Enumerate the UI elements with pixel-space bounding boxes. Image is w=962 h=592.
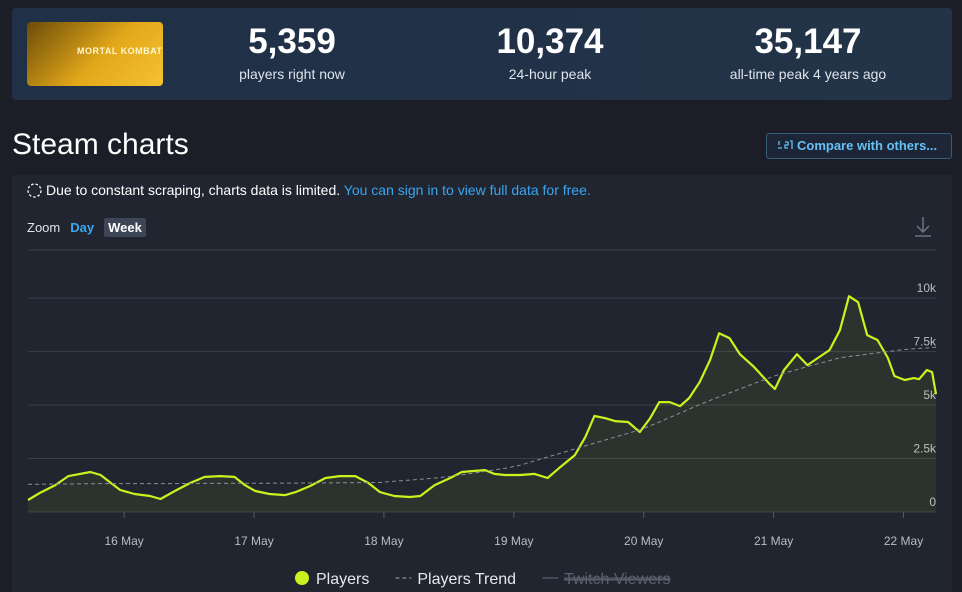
section-title: Steam charts (12, 128, 189, 161)
y-tick-label: 5k (923, 388, 937, 402)
y-tick-label: 10k (917, 281, 937, 295)
zoom-option[interactable]: Day (70, 220, 95, 235)
series-line (27, 295, 938, 501)
x-tick-label: 20 May (624, 534, 663, 548)
x-tick-label: 22 May (884, 534, 923, 548)
stat-value: 10,374 (496, 22, 604, 61)
zoom-label: Zoom (27, 220, 61, 235)
y-tick-label: 0 (929, 495, 936, 509)
sign-in-link[interactable]: You can sign in to view full data for fr… (343, 182, 591, 198)
legend-label: Players Trend (417, 571, 516, 588)
x-tick-label: 19 May (494, 534, 533, 548)
compare-label: Compare with others... (797, 138, 938, 153)
x-tick-label: 16 May (104, 534, 143, 548)
x-tick-label: 18 May (364, 534, 403, 548)
area (28, 296, 936, 512)
y-tick-label: 2.5k (913, 442, 937, 456)
download-icon[interactable] (915, 217, 931, 237)
y-tick-label: 7.5k (913, 335, 937, 349)
stat-label: all-time peak 4 years ago (729, 66, 887, 82)
stat: 10,374 24-hour peak (430, 22, 670, 82)
legend-item[interactable]: Players (295, 571, 369, 588)
x-tick-label: 21 May (754, 534, 793, 548)
notice-text: Due to constant scraping, charts data is… (46, 182, 341, 198)
stat-value: 5,359 (248, 22, 336, 61)
legend-item[interactable]: Twitch Viewers (542, 571, 671, 588)
stat-label: players right now (239, 66, 345, 82)
notice-icon (27, 183, 42, 198)
stat: 35,147 all-time peak 4 years ago (688, 22, 928, 82)
notice: Due to constant scraping, charts data is… (27, 182, 591, 198)
stats-bar: MORTAL KOMBAT 5,359 players right now 10,… (12, 8, 952, 100)
legend-label: Twitch Viewers (564, 571, 670, 588)
trend-line (28, 346, 937, 485)
zoom: Zoom Day Week (27, 218, 146, 237)
chart: 0 2.5k 5k 7.5k 10k 16 May 17 May 18 May 19 May 20… (27, 217, 938, 588)
legend-label: Players (316, 571, 369, 588)
logo-text: MORTAL KOMBAT (77, 46, 163, 56)
stat-label: 24-hour peak (508, 66, 592, 82)
legend-item[interactable]: Players Trend (395, 571, 516, 588)
compare-icon (778, 140, 793, 149)
legend-marker (295, 571, 309, 585)
compare-button[interactable]: Compare with others... (766, 133, 952, 159)
zoom-option[interactable]: Week (104, 218, 146, 237)
x-tick-label: 17 May (234, 534, 273, 548)
game-logo[interactable]: MORTAL KOMBAT (27, 22, 163, 86)
chart-panel: Due to constant scraping, charts data is… (12, 175, 952, 592)
stat: 5,359 players right now (172, 22, 412, 82)
stat-value: 35,147 (754, 22, 862, 61)
